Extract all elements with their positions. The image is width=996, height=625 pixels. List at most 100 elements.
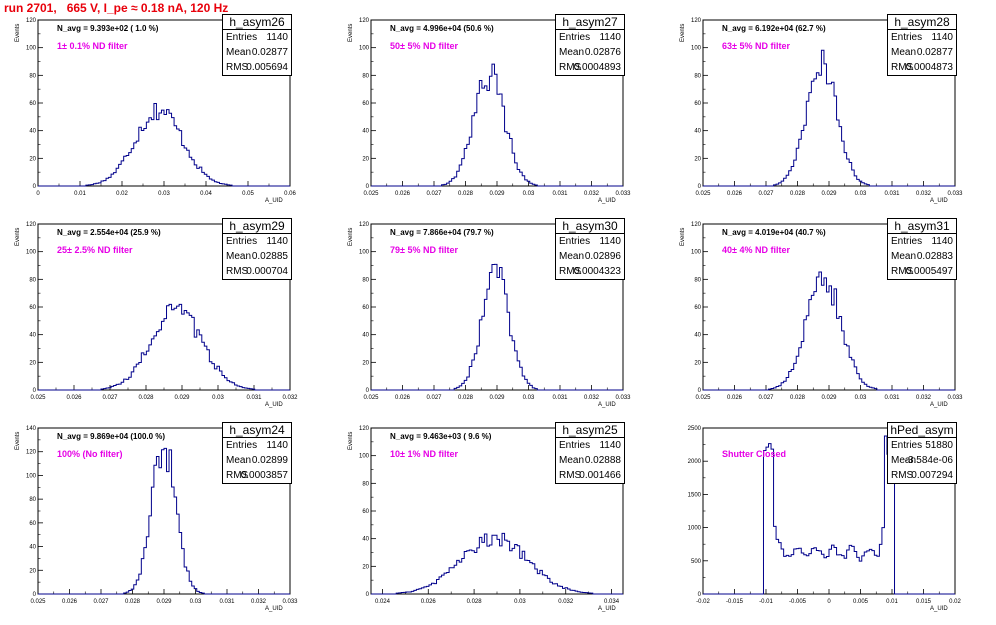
stats-entries-label: Entries — [559, 440, 591, 451]
stats-entries-row: Entries 1140 — [223, 30, 291, 45]
x-tick-label: -0.02 — [696, 599, 710, 605]
stats-entries-row: Entries 1140 — [223, 234, 291, 249]
filter-annotation: 1± 0.1% ND filter — [57, 41, 128, 51]
y-tick-label: 20 — [694, 360, 701, 366]
y-tick-label: 0 — [366, 388, 370, 394]
stats-rms-label: RMS — [559, 62, 582, 73]
x-tick-label: 0.025 — [30, 599, 46, 605]
x-tick-label: 0.03 — [190, 599, 202, 605]
stats-mean-label: Mean — [559, 251, 585, 262]
x-tick-label: 0.032 — [584, 191, 600, 197]
stats-entries-value: 1140 — [266, 236, 288, 247]
stats-rms-row: RMS 0.005694 — [223, 60, 291, 75]
stats-rms-value: 0.0004323 — [573, 266, 621, 277]
n-avg-text: N_avg = 4.996e+04 (50.6 %) — [390, 24, 494, 33]
y-tick-label: 120 — [359, 18, 370, 24]
x-tick-label: -0.015 — [726, 599, 744, 605]
histogram-name: h_asym31 — [888, 219, 956, 234]
histogram-series — [703, 49, 955, 187]
stats-entries-label: Entries — [226, 236, 258, 247]
histogram-series — [38, 303, 290, 391]
x-tick-label: 0 — [827, 599, 831, 605]
y-tick-label: 100 — [26, 250, 37, 256]
y-tick-label: 100 — [359, 250, 370, 256]
x-tick-label: 0.028 — [138, 395, 154, 401]
stats-rms-value: 0.0004893 — [573, 62, 621, 73]
x-tick-label: 0.029 — [156, 599, 172, 605]
y-tick-label: 20 — [29, 568, 36, 574]
stats-rms-row: RMS 0.001466 — [556, 468, 624, 483]
x-tick-label: -0.01 — [759, 599, 773, 605]
x-tick-label: 0.031 — [246, 395, 262, 401]
histogram-panel: 0 0.01 0.02 0.03 0.04 0.05 0.06 0 20 40 60 80 100 120… — [0, 12, 325, 217]
y-tick-label: 100 — [359, 454, 370, 460]
histogram-name: h_asym28 — [888, 15, 956, 30]
x-tick-label: 0.027 — [758, 395, 774, 401]
filter-annotation: 63± 5% ND filter — [722, 41, 790, 51]
x-tick-label: 0.03 — [514, 599, 526, 605]
stats-mean-label: Mean — [226, 47, 252, 58]
x-tick-label: 0.031 — [884, 395, 900, 401]
stats-rms-row: RMS 0.0003857 — [223, 468, 291, 483]
stats-box: h_asym30 Entries 1140 Mean 0.02896 RMS 0.00043… — [555, 218, 625, 280]
y-tick-label: 20 — [29, 156, 36, 162]
y-tick-label: 40 — [29, 333, 36, 339]
y-tick-label: 0 — [366, 592, 370, 598]
x-tick-label: 0.032 — [916, 395, 932, 401]
stats-rms-row: RMS 0.0004873 — [888, 60, 956, 75]
x-tick-label: 0.029 — [174, 395, 190, 401]
stats-entries-row: Entries 1140 — [556, 438, 624, 453]
histogram-name: h_asym30 — [556, 219, 624, 234]
stats-entries-value: 1140 — [266, 440, 288, 451]
x-tick-label: 0.031 — [884, 191, 900, 197]
x-tick-label: 0.027 — [93, 599, 109, 605]
histogram-plot: 0.025 0.026 0.027 0.028 0.029 0.03 0.031 0.032 0… — [359, 222, 631, 401]
stats-mean-label: Mean — [559, 455, 585, 466]
y-tick-label: 1000 — [688, 526, 702, 532]
x-tick-label: 0.01 — [886, 599, 898, 605]
stats-rms-value: 0.000704 — [246, 266, 288, 277]
stats-rms-row: RMS 0.007294 — [888, 468, 956, 483]
y-tick-label: 100 — [359, 46, 370, 52]
y-tick-label: 60 — [362, 305, 369, 311]
stats-rms-row: RMS 0.0004893 — [556, 60, 624, 75]
x-axis-label: A_UID — [265, 402, 283, 408]
x-tick-label: 0.027 — [758, 191, 774, 197]
x-tick-label: 0.02 — [949, 599, 961, 605]
histogram-panel: 0.024 0.026 0.028 0.03 0.032 0.034 0 20 40 60 80 10… — [333, 420, 658, 625]
x-tick-label: 0.06 — [284, 191, 296, 197]
x-tick-label: 0.033 — [947, 191, 963, 197]
stats-mean-value: 0.02896 — [584, 251, 621, 262]
histogram-series — [371, 532, 623, 595]
x-tick-label: 0.027 — [426, 191, 442, 197]
y-tick-label: 80 — [362, 481, 369, 487]
x-tick-label: 0.032 — [584, 395, 600, 401]
x-tick-label: 0.005 — [853, 599, 869, 605]
histogram-panel: 0.025 0.026 0.027 0.028 0.029 0.03 0.031 0.032 0… — [665, 216, 990, 421]
y-tick-label: 120 — [26, 450, 37, 456]
x-tick-label: 0.03 — [158, 191, 170, 197]
filter-annotation: 50± 5% ND filter — [390, 41, 458, 51]
x-tick-label: 0.04 — [200, 191, 212, 197]
y-axis-label: Events — [680, 23, 686, 42]
x-tick-label: 0.029 — [821, 395, 837, 401]
x-tick-label: 0.033 — [615, 191, 631, 197]
stats-mean-value: 0.02877 — [251, 47, 288, 58]
stats-rms-label: RMS — [226, 62, 249, 73]
stats-rms-label: RMS — [891, 62, 914, 73]
y-tick-label: 0 — [366, 184, 370, 190]
y-tick-label: 100 — [691, 46, 702, 52]
stats-entries-value: 1140 — [931, 236, 953, 247]
stats-entries-label: Entries — [559, 32, 591, 43]
y-tick-label: 80 — [29, 277, 36, 283]
y-tick-label: 40 — [362, 537, 369, 543]
x-axis-label: A_UID — [265, 606, 283, 612]
y-tick-label: 60 — [29, 305, 36, 311]
n-avg-text: N_avg = 4.019e+04 (40.7 %) — [722, 228, 826, 237]
x-tick-label: 0.03 — [212, 395, 224, 401]
y-tick-label: 40 — [694, 333, 701, 339]
histogram-panel: 0.025 0.026 0.027 0.028 0.029 0.03 0.031 0.032 0… — [665, 12, 990, 217]
x-tick-label: 0.033 — [282, 599, 298, 605]
y-axis-label: Events — [15, 431, 21, 450]
filter-annotation: 40± 4% ND filter — [722, 245, 790, 255]
